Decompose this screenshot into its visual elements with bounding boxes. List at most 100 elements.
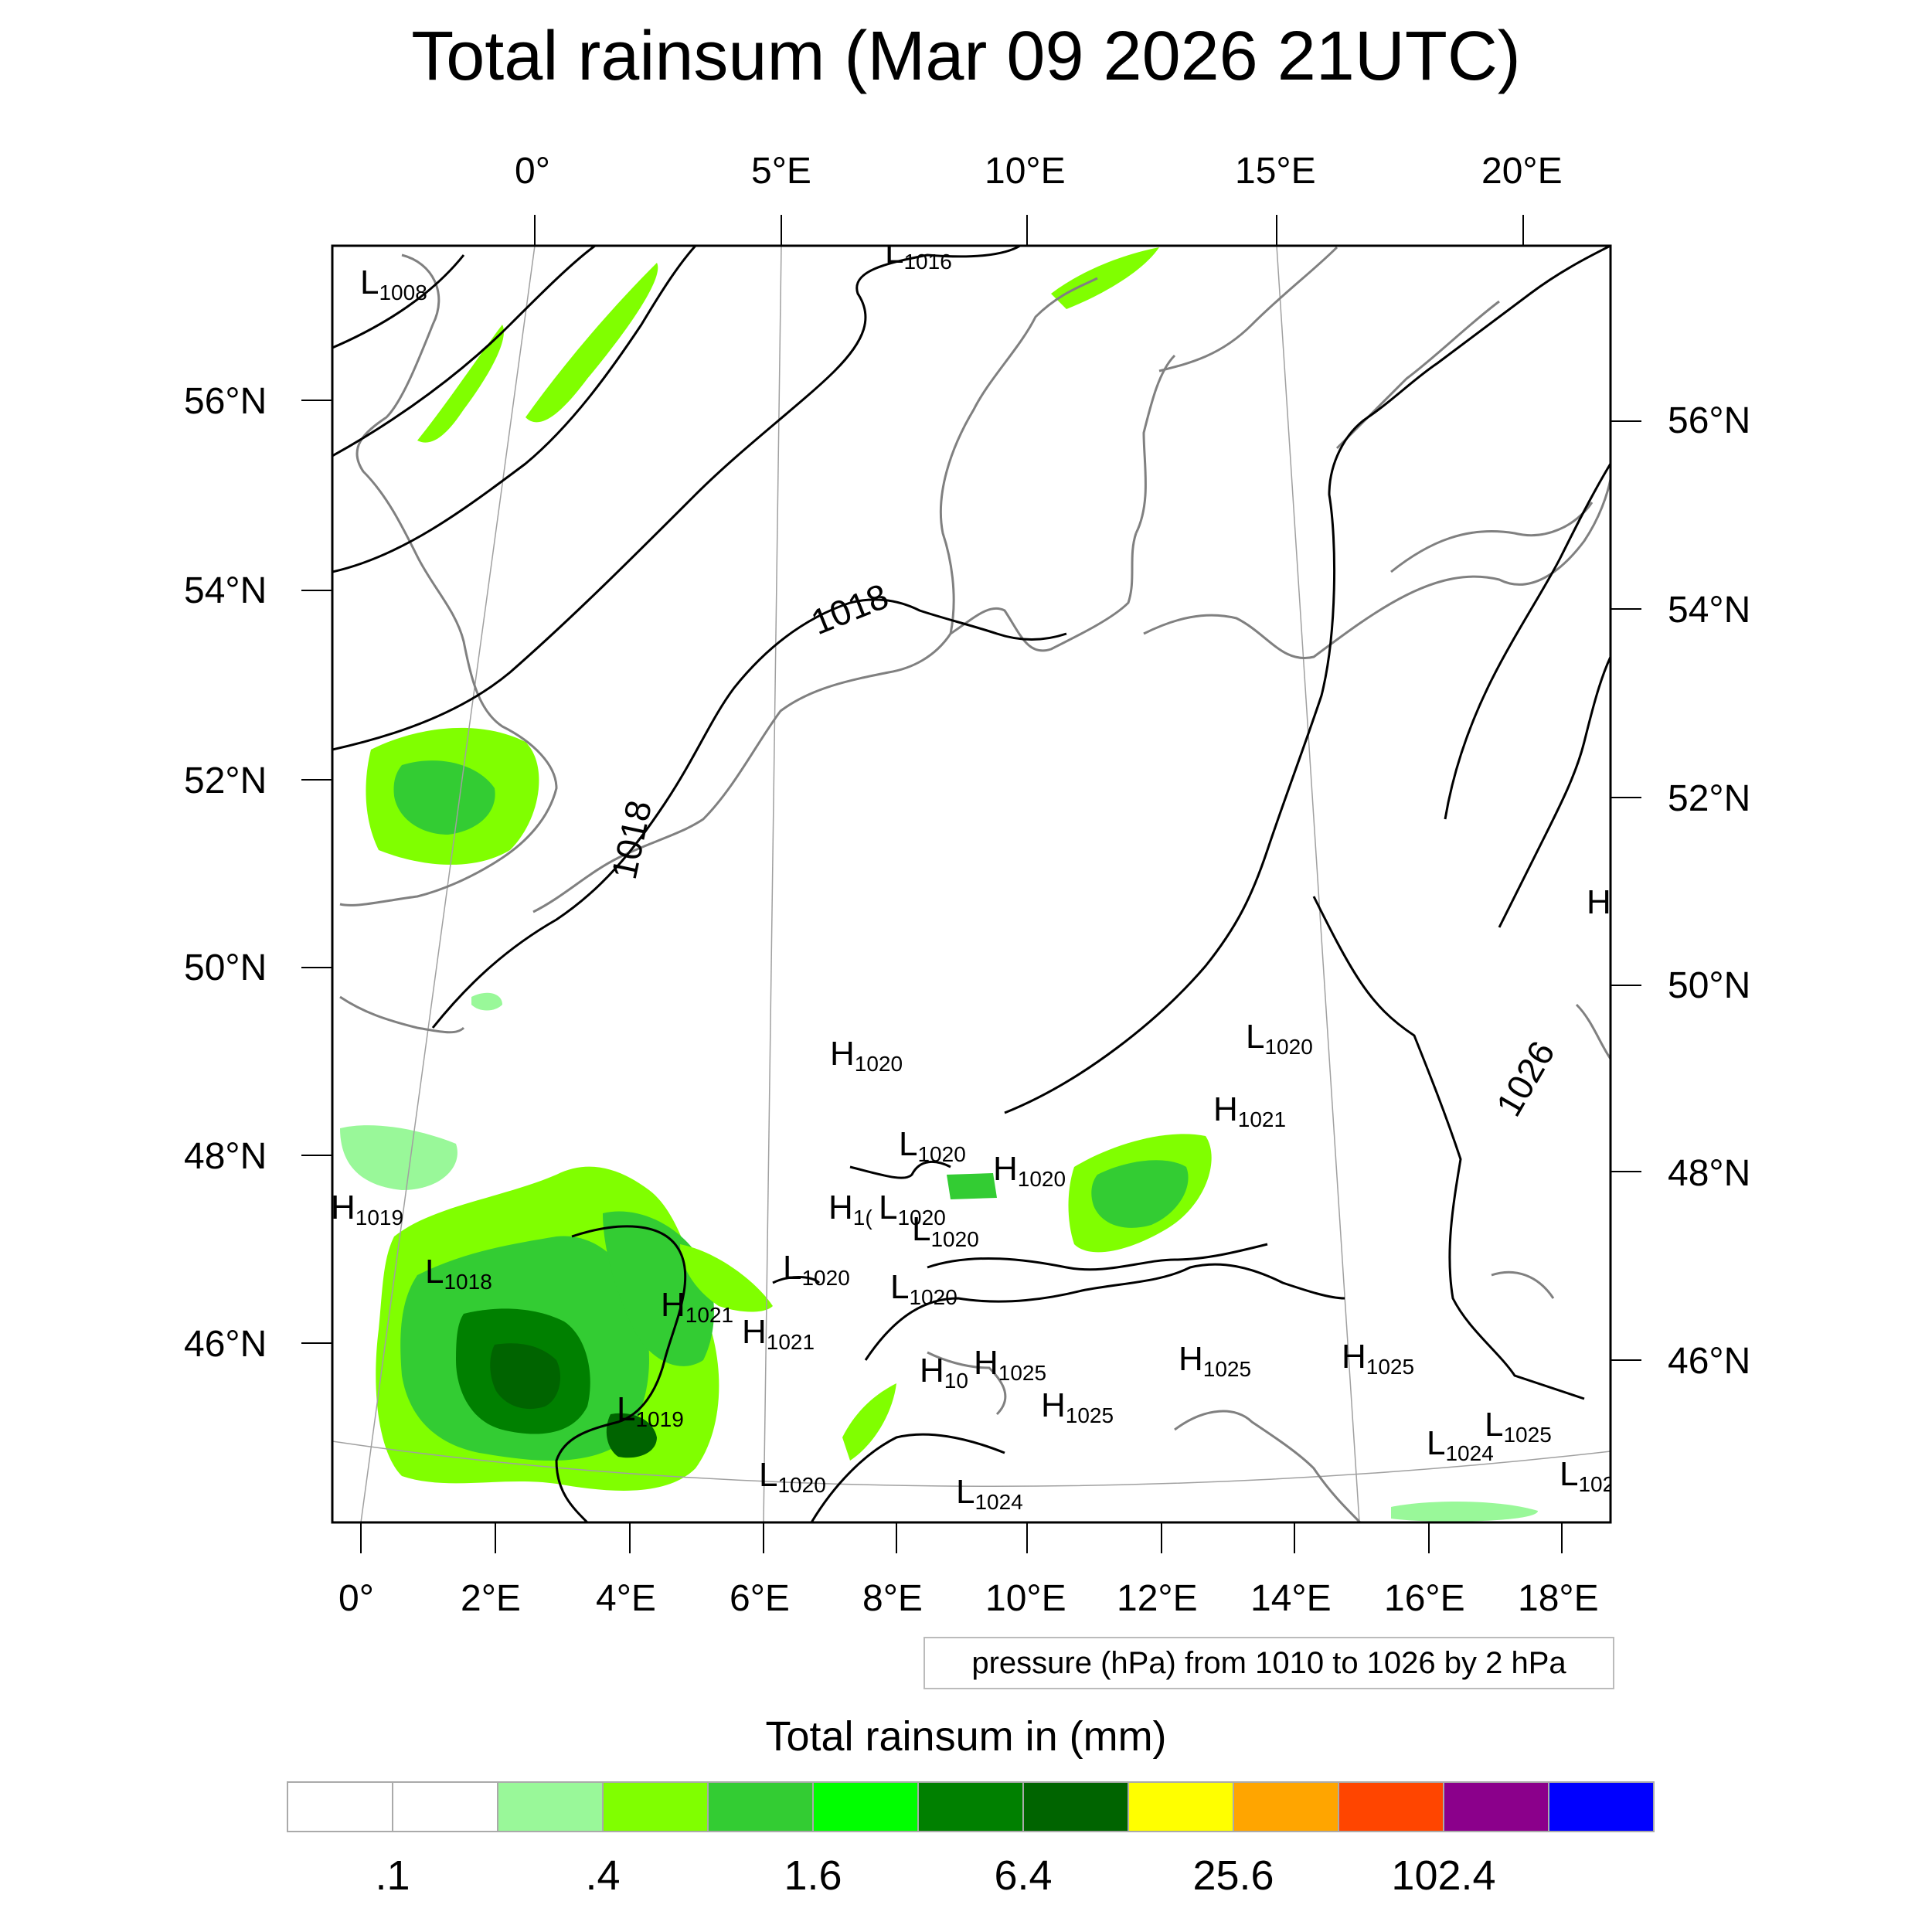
svg-text:H: H [1587, 883, 1611, 921]
svg-text:L1008: L1008 [360, 264, 427, 304]
pressure-center: H1020 [830, 1035, 903, 1076]
svg-text:L1024: L1024 [956, 1473, 1023, 1514]
left-lat-label: 54°N [184, 570, 267, 611]
colorbar-swatch [602, 1781, 709, 1832]
pressure-center: L102 [1560, 1455, 1614, 1496]
svg-text:H1021: H1021 [742, 1313, 815, 1354]
left-lat-label: 56°N [184, 381, 267, 422]
pressure-center: L1024 [956, 1473, 1023, 1514]
bottom-lon-label: 4°E [596, 1578, 656, 1619]
colorbar-swatch [1338, 1781, 1444, 1832]
svg-text:L1020: L1020 [1246, 1018, 1313, 1059]
pressure-center: H1020 [993, 1150, 1066, 1191]
right-lat-label: 48°N [1668, 1153, 1751, 1194]
right-lat-label: 50°N [1668, 965, 1751, 1006]
svg-text:L1018: L1018 [425, 1253, 492, 1294]
svg-text:L1019: L1019 [617, 1390, 684, 1431]
svg-text:H1021: H1021 [661, 1286, 733, 1327]
svg-text:H10: H10 [920, 1352, 968, 1393]
page-title: Total rainsum (Mar 09 2026 21UTC) [411, 18, 1521, 95]
svg-text:L1025: L1025 [1485, 1406, 1552, 1447]
bottom-lon-label: 2°E [461, 1578, 521, 1619]
axis-ticks [301, 215, 1641, 1553]
left-lat-label: 50°N [184, 947, 267, 988]
bottom-lon-label: 6°E [730, 1578, 790, 1619]
pressure-center: H1( [828, 1189, 872, 1230]
pressure-center: L1020 [759, 1456, 826, 1497]
colorbar-swatch [1233, 1781, 1339, 1832]
svg-text:L1020: L1020 [879, 1189, 946, 1230]
colorbar-swatch [392, 1781, 498, 1832]
colorbar-title: Total rainsum in (mm) [765, 1713, 1167, 1760]
right-lat-label: 46°N [1668, 1341, 1751, 1382]
colorbar-swatch [707, 1781, 814, 1832]
pressure-center: H [1587, 883, 1611, 921]
pressure-centers: L1008 L1016 H1020 L1020 H1021 L1020 H102… [331, 233, 1614, 1514]
pressure-center: H1025 [1342, 1338, 1414, 1379]
colorbar-label: 1.6 [784, 1852, 842, 1899]
svg-text:H1025: H1025 [974, 1344, 1046, 1385]
pressure-center: L1016 [885, 233, 952, 274]
pressure-center: L1020 [912, 1210, 979, 1251]
colorbar-label: 25.6 [1192, 1852, 1274, 1899]
colorbar-swatch [1548, 1781, 1655, 1832]
top-lon-label: 5°E [751, 151, 811, 192]
colorbar-label: 102.4 [1391, 1852, 1496, 1899]
pressure-center: H1025 [1041, 1386, 1114, 1427]
colorbar-swatch [1128, 1781, 1234, 1832]
pressure-center: L1020 [890, 1268, 957, 1309]
top-lon-label: 15°E [1235, 151, 1316, 192]
pressure-center: L1019 [617, 1390, 684, 1431]
svg-text:L1020: L1020 [759, 1456, 826, 1497]
pressure-center: H1021 [1213, 1090, 1286, 1131]
colorbar-swatch [1443, 1781, 1549, 1832]
svg-text:L1020: L1020 [899, 1125, 966, 1166]
map-frame [331, 244, 1612, 1524]
left-lat-label: 48°N [184, 1136, 267, 1177]
pressure-center: H10 [920, 1352, 968, 1393]
svg-text:H1019: H1019 [331, 1189, 403, 1230]
svg-text:H1025: H1025 [1342, 1338, 1414, 1379]
svg-text:H1(: H1( [828, 1189, 872, 1230]
bottom-lon-label: 0° [338, 1578, 374, 1619]
colorbar-swatch [497, 1781, 604, 1832]
svg-text:H1020: H1020 [993, 1150, 1066, 1191]
bottom-lon-label: 8°E [862, 1578, 923, 1619]
colorbar-swatch [287, 1781, 393, 1832]
pressure-center: L1024 [1427, 1424, 1494, 1465]
pressure-center: H1025 [974, 1344, 1046, 1385]
pressure-center: H1025 [1179, 1340, 1251, 1381]
left-lat-label: 46°N [184, 1324, 267, 1365]
bottom-lon-label: 10°E [985, 1578, 1066, 1619]
pressure-center: L1018 [425, 1253, 492, 1294]
bottom-lon-label: 18°E [1518, 1578, 1599, 1619]
pressure-center: L1020 [899, 1125, 966, 1166]
isobars [332, 246, 1611, 1522]
pressure-center: L1020 [879, 1189, 946, 1230]
svg-text:L1020: L1020 [783, 1249, 850, 1290]
svg-text:L1016: L1016 [885, 233, 952, 274]
coastlines [339, 246, 1611, 1522]
colorbar-label: .4 [585, 1852, 621, 1899]
precip-field [340, 247, 1538, 1522]
right-lat-label: 54°N [1668, 590, 1751, 631]
pressure-center: H1019 [331, 1189, 403, 1230]
svg-text:L1024: L1024 [1427, 1424, 1494, 1465]
svg-text:H1025: H1025 [1041, 1386, 1114, 1427]
colorbar-label: .1 [375, 1852, 410, 1899]
svg-text:H1021: H1021 [1213, 1090, 1286, 1131]
right-lat-label: 52°N [1668, 778, 1751, 819]
top-lon-label: 20°E [1481, 151, 1563, 192]
svg-text:L102: L102 [1560, 1455, 1614, 1496]
pressure-center: L1025 [1485, 1406, 1552, 1447]
right-lat-label: 56°N [1668, 400, 1751, 441]
graticule [332, 246, 1611, 1522]
pressure-center: L1020 [1246, 1018, 1313, 1059]
svg-text:H1020: H1020 [830, 1035, 903, 1076]
bottom-lon-label: 16°E [1384, 1578, 1465, 1619]
colorbar-swatch [812, 1781, 919, 1832]
pressure-center: H1021 [661, 1286, 733, 1327]
